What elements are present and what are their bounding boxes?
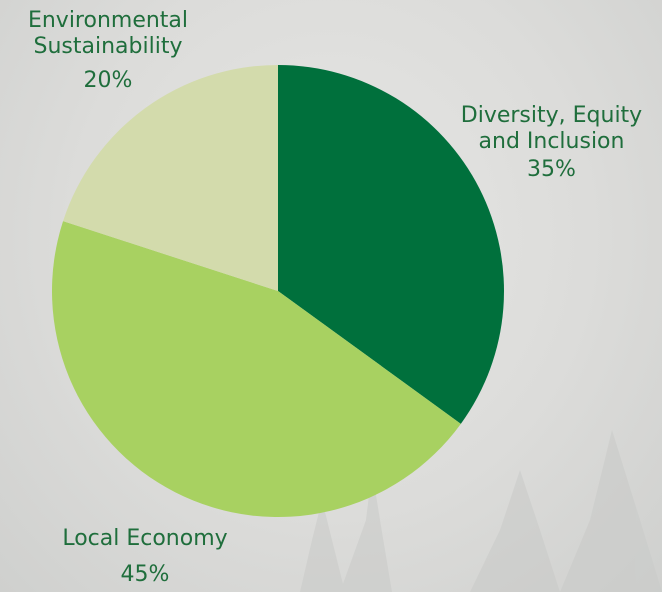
slice-name-line: Environmental: [27, 8, 189, 33]
slice-percent: 35%: [527, 157, 576, 182]
slice-name-line: and Inclusion: [478, 129, 625, 154]
slice-percent: 45%: [120, 562, 170, 587]
slice-label-diversity-equity-inclusion: Diversity, Equity and Inclusion 35%: [444, 103, 659, 183]
slice-name-line: Local Economy: [62, 526, 228, 551]
pie-slice-diversity-equity-and-inclusion: [278, 65, 505, 424]
pie-slice-environmental-sustainability: [63, 65, 279, 291]
slice-name-line: Sustainability: [33, 34, 183, 59]
slice-label-environmental-sustainability: Environmental Sustainability 20%: [8, 8, 208, 94]
slice-percent: 20%: [83, 68, 133, 93]
slice-name-line: Diversity, Equity: [460, 103, 643, 128]
slice-label-local-economy: Local Economy 45%: [40, 526, 250, 588]
pie-slice-local-economy: [51, 221, 461, 518]
